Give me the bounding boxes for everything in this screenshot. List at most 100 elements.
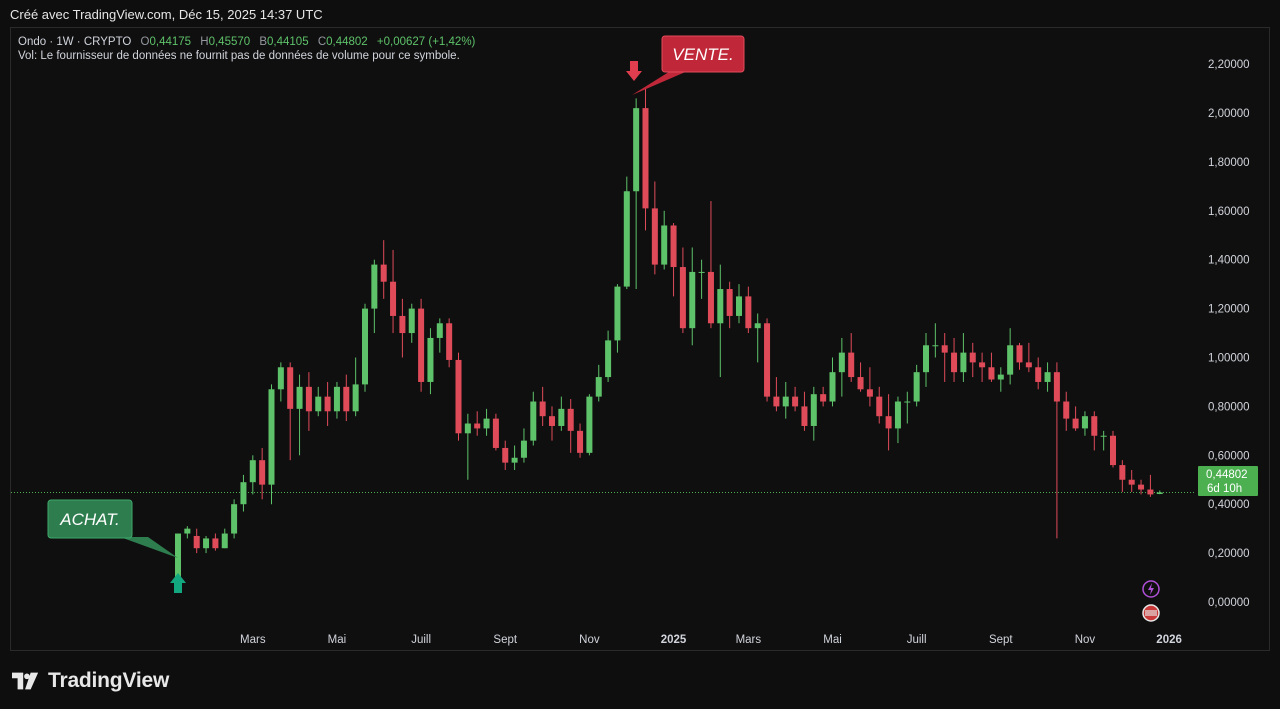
candle[interactable] xyxy=(380,240,387,299)
candle[interactable] xyxy=(520,428,527,463)
candle[interactable] xyxy=(577,423,584,458)
candle[interactable] xyxy=(1063,391,1070,431)
candle[interactable] xyxy=(792,386,799,412)
candle[interactable] xyxy=(801,391,808,431)
candle[interactable] xyxy=(277,362,284,402)
candle[interactable] xyxy=(745,286,752,334)
candle[interactable] xyxy=(754,313,761,363)
candle[interactable] xyxy=(212,533,219,551)
candle[interactable] xyxy=(1138,479,1145,495)
candle[interactable] xyxy=(418,298,425,392)
candle[interactable] xyxy=(773,377,780,412)
candle[interactable] xyxy=(623,176,630,290)
candle[interactable] xyxy=(866,367,873,407)
candle[interactable] xyxy=(511,445,518,470)
candle[interactable] xyxy=(997,367,1004,392)
candle[interactable] xyxy=(446,318,453,368)
candle[interactable] xyxy=(829,357,836,407)
candle[interactable] xyxy=(1007,328,1014,385)
candle[interactable] xyxy=(679,247,686,334)
candle[interactable] xyxy=(502,440,509,470)
candle[interactable] xyxy=(1053,362,1060,539)
candle[interactable] xyxy=(979,352,986,382)
candle[interactable] xyxy=(820,386,827,407)
candle[interactable] xyxy=(1100,430,1107,451)
candle[interactable] xyxy=(287,362,294,461)
candle[interactable] xyxy=(960,333,967,382)
candle[interactable] xyxy=(231,499,238,539)
candle[interactable] xyxy=(764,318,771,402)
candle[interactable] xyxy=(268,384,275,505)
candle[interactable] xyxy=(492,413,499,451)
candle[interactable] xyxy=(904,391,911,424)
candle[interactable] xyxy=(876,386,883,424)
candle[interactable] xyxy=(390,249,397,334)
candle[interactable] xyxy=(1035,357,1042,390)
candle[interactable] xyxy=(240,474,247,512)
candle[interactable] xyxy=(203,535,210,554)
candle[interactable] xyxy=(539,386,546,426)
candle[interactable] xyxy=(642,88,649,231)
candle[interactable] xyxy=(1072,406,1079,431)
candle[interactable] xyxy=(399,298,406,358)
candle[interactable] xyxy=(436,318,443,353)
candle[interactable] xyxy=(1119,460,1126,492)
candle[interactable] xyxy=(371,259,378,334)
lightning-event-icon[interactable] xyxy=(1142,580,1160,598)
candle[interactable] xyxy=(333,381,340,419)
candle[interactable] xyxy=(184,526,191,539)
candle[interactable] xyxy=(651,181,658,275)
last-price-tag[interactable]: 0,44802 6d 10h xyxy=(1198,466,1258,496)
candle[interactable] xyxy=(315,386,322,417)
candle[interactable] xyxy=(408,303,415,343)
candle[interactable] xyxy=(530,391,537,446)
candle[interactable] xyxy=(969,342,976,378)
candle[interactable] xyxy=(1156,490,1163,495)
candle[interactable] xyxy=(193,528,200,554)
candle[interactable] xyxy=(614,284,621,353)
symbol-legend[interactable]: Ondo · 1W · CRYPTO O0,44175 H0,45570 B0,… xyxy=(18,34,475,50)
candle[interactable] xyxy=(259,447,266,500)
candle[interactable] xyxy=(736,284,742,324)
candle[interactable] xyxy=(558,396,565,431)
candle[interactable] xyxy=(670,223,677,297)
candle[interactable] xyxy=(1025,342,1032,373)
candle[interactable] xyxy=(988,352,995,382)
candle[interactable] xyxy=(1016,342,1023,370)
candle[interactable] xyxy=(810,386,817,441)
candle[interactable] xyxy=(707,201,714,329)
candle[interactable] xyxy=(661,210,668,270)
candle[interactable] xyxy=(894,396,901,444)
tradingview-brand[interactable]: TradingView xyxy=(12,669,169,693)
candle[interactable] xyxy=(913,364,920,407)
candle[interactable] xyxy=(586,394,593,456)
candle[interactable] xyxy=(1081,411,1088,436)
candle[interactable] xyxy=(595,364,602,402)
candle[interactable] xyxy=(567,399,574,453)
candle[interactable] xyxy=(474,411,481,436)
candle[interactable] xyxy=(1044,362,1051,392)
candle[interactable] xyxy=(464,413,471,480)
candle[interactable] xyxy=(848,333,855,382)
candle[interactable] xyxy=(427,328,434,395)
candle[interactable] xyxy=(1110,430,1116,468)
candle[interactable] xyxy=(689,247,696,346)
candle[interactable] xyxy=(352,357,359,417)
candle[interactable] xyxy=(1128,469,1135,492)
candle[interactable] xyxy=(455,352,462,441)
candle[interactable] xyxy=(941,333,948,382)
candle[interactable] xyxy=(221,528,228,549)
candle[interactable] xyxy=(324,381,331,426)
candle[interactable] xyxy=(857,362,864,392)
candle[interactable] xyxy=(1147,474,1154,497)
candle[interactable] xyxy=(362,303,368,392)
candle[interactable] xyxy=(296,374,303,456)
candle[interactable] xyxy=(305,372,312,431)
candle[interactable] xyxy=(698,259,705,299)
candle[interactable] xyxy=(249,455,256,495)
candle[interactable] xyxy=(923,333,929,387)
candle[interactable] xyxy=(932,323,939,358)
candle[interactable] xyxy=(885,394,892,451)
candle[interactable] xyxy=(483,408,490,436)
